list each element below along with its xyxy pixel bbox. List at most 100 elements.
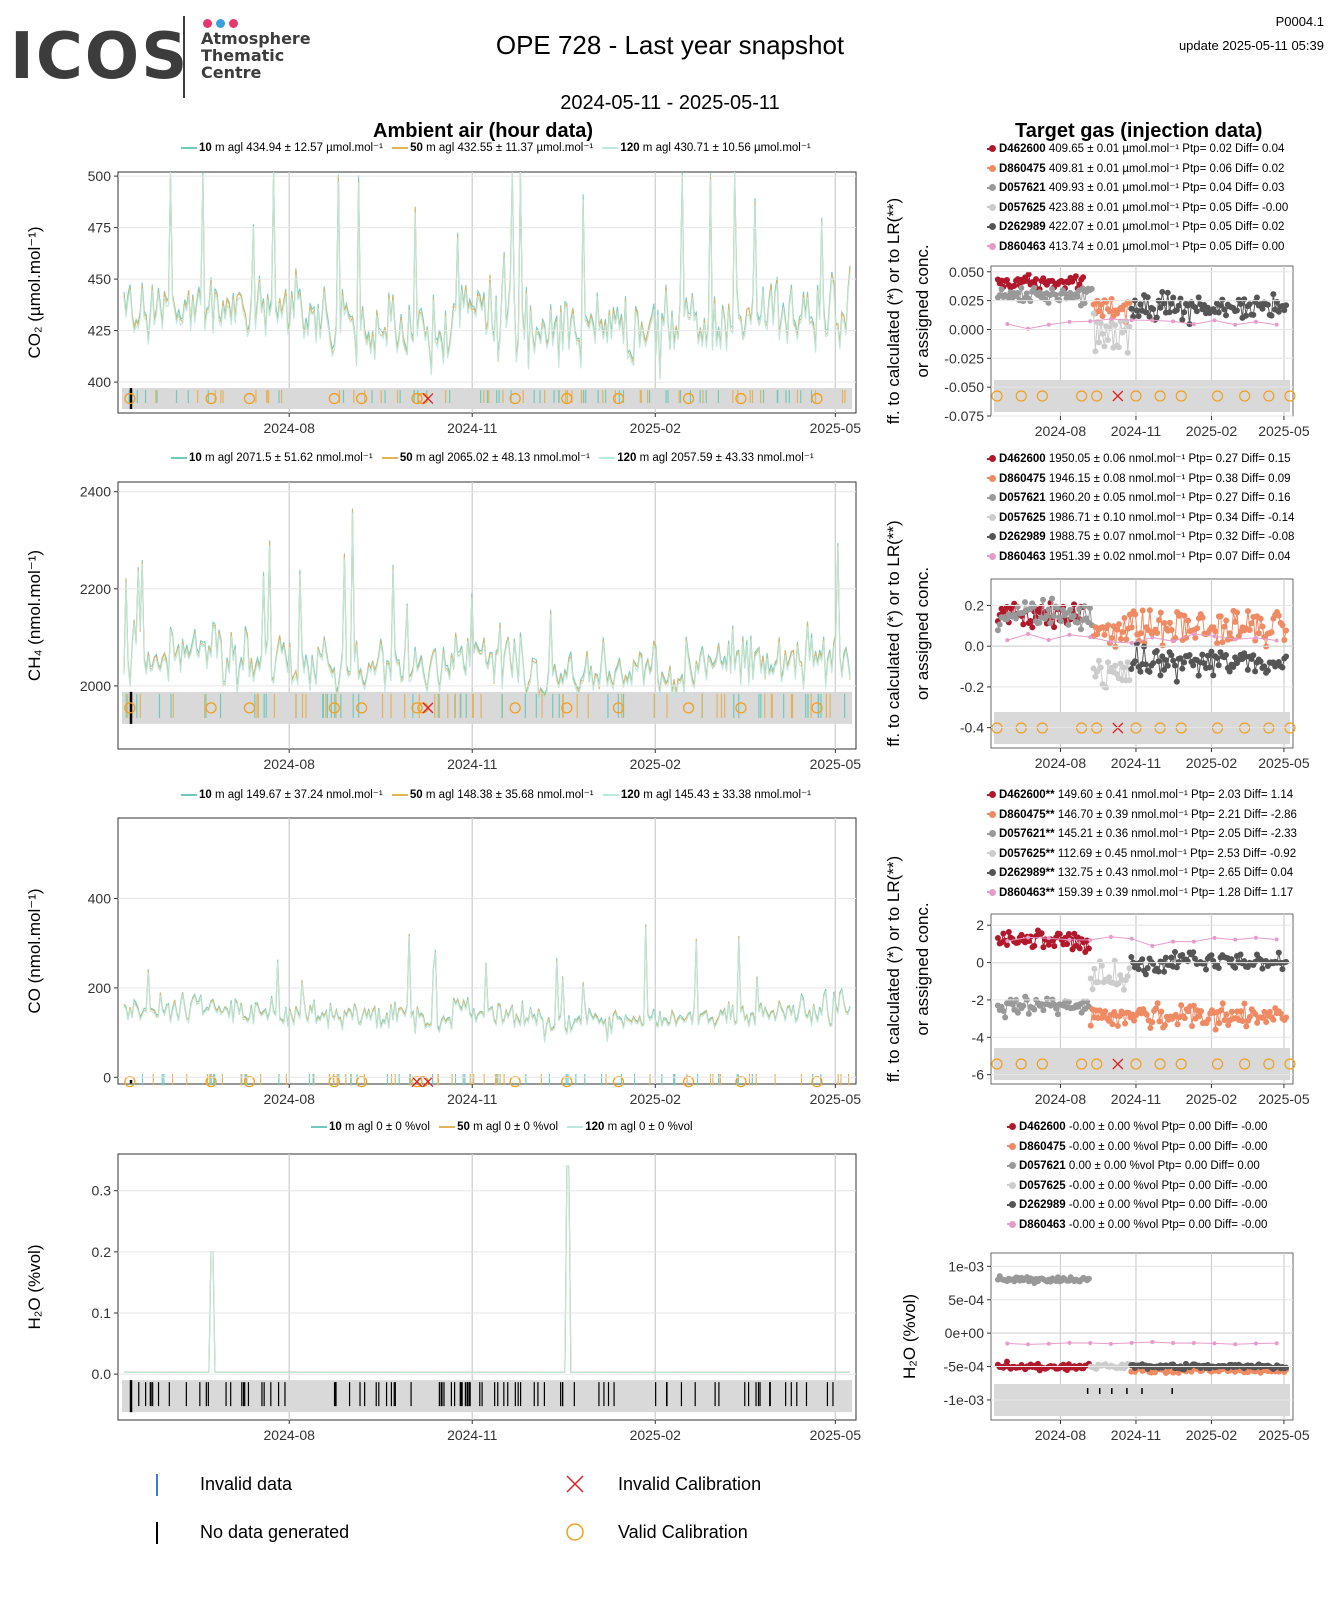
co_ambient-xtick-label-3: 2025-05 [810, 1091, 862, 1107]
ch4_target-point-D462600-0 [994, 618, 1001, 625]
co2_target-point-D262989-43 [1206, 310, 1213, 317]
ch4_target-point-D860475-74 [1224, 636, 1231, 643]
co_target-point-D057621-37 [1062, 998, 1069, 1005]
ch4_target-point-D860475-66 [1210, 624, 1217, 631]
h2o_target-point-D860463-2 [1046, 1341, 1051, 1346]
co2_target-ytick-label-0: 0.050 [949, 264, 984, 280]
h2o_target-point-D860475-2 [1131, 1368, 1138, 1375]
co_target-point-D057621-21 [1033, 996, 1040, 1003]
ch4_target-valid-cal-7 [1175, 722, 1187, 734]
h2o_target-point-D262989-2 [1131, 1365, 1138, 1372]
co_target-point-D860475-31 [1143, 1011, 1150, 1018]
ch4_target-point-D860475-68 [1214, 640, 1221, 647]
ch4_target-point-D262989-56 [1230, 663, 1237, 670]
ch4_target-point-D462600-14 [1020, 621, 1027, 628]
co_target-point-D262989-10 [1146, 955, 1153, 962]
h2o_target-point-D860475-52 [1222, 1365, 1229, 1372]
ch4_target-point-D860475-65 [1208, 624, 1215, 631]
co2_target-point-D057621-32 [1052, 291, 1059, 298]
co2_target-point-D262989-66 [1248, 311, 1255, 318]
co2_target-point-D262989-8 [1142, 309, 1149, 316]
update-timestamp: update 2025-05-11 05:39 [1178, 38, 1324, 53]
co_target-point-D057625-0 [1087, 975, 1094, 982]
co2_target-point-D057625-4 [1097, 320, 1104, 327]
ch4_target-point-D860463-13 [1274, 638, 1279, 643]
co_target-point-D462600-35 [1058, 936, 1065, 943]
co2_target-point-D462600-16 [1023, 277, 1030, 284]
co_target-point-D462600-22 [1034, 927, 1041, 934]
h2o_target-point-D860463-10 [1212, 1341, 1217, 1346]
h2o_target-point-D057625-2 [1091, 1364, 1098, 1371]
h2o_target-point-D860475-82 [1277, 1366, 1284, 1373]
h2o_target-point-D262989-38 [1197, 1365, 1204, 1372]
co_target-point-D860463-3 [1067, 937, 1072, 942]
h2o_target-ylabel: H₂O (%vol) [900, 1294, 919, 1379]
h2o_target-point-D262989-53 [1224, 1364, 1231, 1371]
co2_ambient-series-120m [123, 171, 851, 380]
co_target-point-D262989-68 [1252, 958, 1259, 965]
ch4_target-point-D262989-18 [1161, 666, 1168, 673]
ch4_target-point-D860475-40 [1163, 625, 1170, 632]
ch4_target-point-D860463-7 [1150, 635, 1155, 640]
h2o_target-point-D057621-44 [1074, 1277, 1081, 1284]
co2_ambient-legend-text-1: m agl 432.55 ± 11.37 µmol.mol⁻¹ [422, 142, 597, 154]
h2o_target-point-D057625-19 [1122, 1363, 1129, 1370]
co2_target-point-D057621-47 [1079, 285, 1086, 292]
co_target-point-D860475-99 [1266, 1008, 1273, 1015]
ch4_target-point-D262989-55 [1228, 661, 1235, 668]
ch4_target-point-D462600-2 [998, 605, 1005, 612]
co2_target-valid-cal-1 [1015, 390, 1027, 402]
co2_target-point-D057625-9 [1106, 325, 1113, 332]
ch4_target-point-D057625-3 [1095, 657, 1102, 664]
co_ambient-legend-text-2: m agl 145.43 ± 33.38 nmol.mol⁻¹ [640, 789, 811, 801]
ch4_target-point-D262989-17 [1159, 653, 1166, 660]
ch4_target-point-D462600-39 [1065, 617, 1072, 624]
h2o_target-point-D462600-5 [1004, 1358, 1011, 1365]
co2_target-point-D860475-3 [1095, 308, 1102, 315]
co2_target-legend-text-2: 409.93 ± 0.01 µmol.mol⁻¹ Ptp= 0.04 Diff=… [1045, 182, 1285, 194]
co2_target-legend-dot-1 [989, 164, 996, 172]
h2o_target-point-D057621-14 [1020, 1277, 1027, 1284]
co_target-point-D262989-67 [1250, 962, 1257, 969]
ch4_ambient-ytick-label-2: 2400 [80, 484, 111, 500]
co_target-point-D057625-1 [1089, 986, 1096, 993]
co2_target-point-D057621-41 [1068, 294, 1075, 301]
co2_target-point-D262989-52 [1222, 312, 1229, 319]
h2o_target-point-D860475-61 [1239, 1367, 1246, 1374]
no-data-label: No data generated [200, 1522, 350, 1542]
ch4_target-point-D860475-8 [1105, 622, 1112, 629]
co_ambient-valid-cal-2 [243, 1075, 256, 1088]
ch4_target-point-D860475-47 [1175, 612, 1182, 619]
ch4_ambient-valid-cal-0 [124, 702, 136, 714]
ch4_target-point-D860475-96 [1264, 630, 1271, 637]
co_target-point-D057625-4 [1095, 979, 1102, 986]
ch4_target-point-D057621-40 [1067, 606, 1074, 613]
h2o_target-point-D860475-40 [1201, 1365, 1208, 1372]
co2_target-legend-dot-3 [989, 203, 996, 211]
h2o_target-legend-text-5: -0.00 ± 0.00 %vol Ptp= 0.00 Diff= -0.00 [1065, 1218, 1268, 1231]
co_target-point-D860475-3 [1093, 1007, 1100, 1014]
ch4_target-point-D057621-44 [1074, 619, 1081, 626]
ch4_target-point-D860475-46 [1174, 609, 1181, 616]
co2_target-point-D462600-33 [1054, 281, 1061, 288]
co_target-point-D860475-38 [1156, 1018, 1163, 1025]
h2o_target-point-D860475-42 [1204, 1365, 1211, 1372]
ch4_target-point-D057621-2 [998, 614, 1005, 621]
co_target-point-D462600-37 [1062, 934, 1069, 941]
co2_target-point-D262989-6 [1139, 307, 1146, 314]
h2o_target-point-D860475-77 [1268, 1368, 1275, 1375]
ch4_target-legend-text-3: 1986.71 ± 0.10 nmol.mol⁻¹ Ptp= 0.34 Diff… [1045, 511, 1295, 524]
h2o_target-point-D057625-6 [1098, 1362, 1105, 1369]
ch4_ambient-valid-cal-1 [205, 702, 217, 714]
ch4_target-point-D860475-63 [1205, 629, 1212, 636]
co2_target-point-D262989-64 [1244, 303, 1251, 310]
ch4_ambient-legend-text-2: m agl 2057.59 ± 43.33 nmol.mol⁻¹ [636, 452, 814, 464]
co2_target-xtick-label-3: 2025-05 [1258, 423, 1310, 439]
co_target-point-D262989-1 [1130, 959, 1137, 966]
co2_target-point-D860463-7 [1150, 318, 1155, 323]
co2_target-point-D057621-35 [1058, 290, 1065, 297]
h2o_target-point-D057621-18 [1027, 1275, 1034, 1282]
ch4_target-point-D262989-39 [1199, 651, 1206, 658]
ch4_target-point-D860475-37 [1157, 609, 1164, 616]
ch4_target-point-D462600-8 [1009, 612, 1016, 619]
